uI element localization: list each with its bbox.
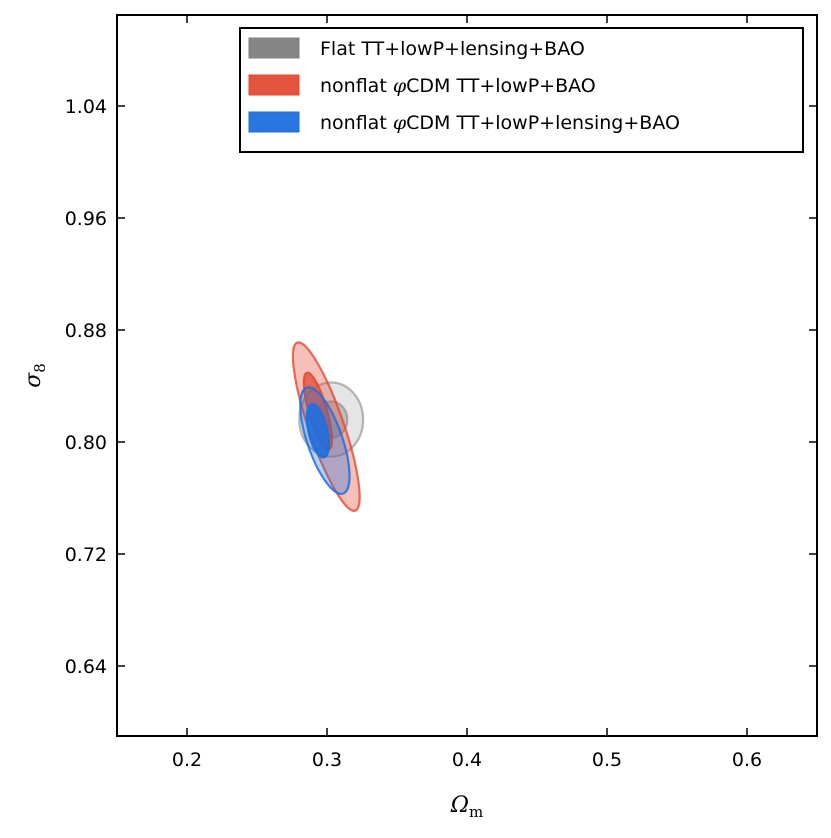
legend-entries: Flat TT+lowP+lensing+BAO nonflat φCDM TT+… [248,37,680,134]
y-tick-label: 0.88 [65,320,107,342]
legend-swatch [248,74,300,96]
contours-layer [291,341,365,512]
y-tick-label: 0.80 [65,432,107,454]
y-tick-label: 0.64 [65,656,107,678]
x-tick-label: 0.4 [452,749,482,771]
x-tick-label: 0.5 [592,749,622,771]
contour-2-1sigma [305,403,331,459]
series-2 [299,386,351,495]
legend-swatch [248,111,300,133]
y-tick-label: 0.72 [65,544,107,566]
x-axis-label: Ωm [450,793,483,821]
y-tick-label: 0.96 [65,208,107,230]
legend-label: nonflat φCDM TT+lowP+lensing+BAO [320,112,680,134]
legend-box [239,27,804,153]
legend: Flat TT+lowP+lensing+BAO nonflat φCDM TT+… [239,27,804,153]
y-tick-label: 1.04 [65,96,107,118]
x-tick-label: 0.6 [732,749,762,771]
x-tick-label: 0.2 [172,749,202,771]
y-axis-label: σ8 [21,363,49,388]
ticks-layer: 0.2 0.3 0.4 0.5 0.6 0.64 0.72 0.80 0.88 0.96 1.04 [65,15,817,771]
legend-label: Flat TT+lowP+lensing+BAO [320,38,585,60]
x-tick-label: 0.3 [312,749,342,771]
legend-swatch [248,37,300,59]
legend-label: nonflat φCDM TT+lowP+BAO [320,75,596,97]
